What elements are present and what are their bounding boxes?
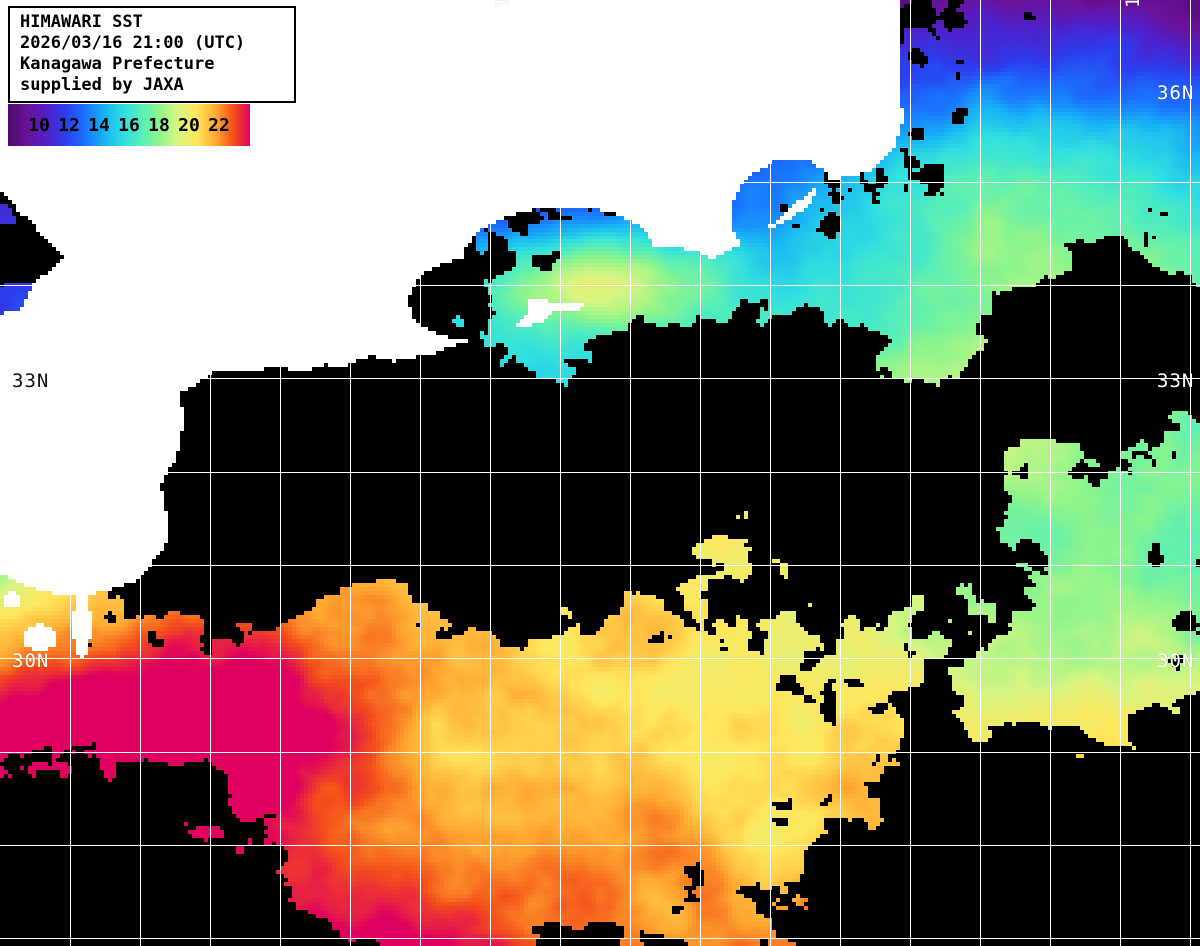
coord-label-33n: 33N [1157, 370, 1195, 392]
coord-label-30n: 30N [1157, 650, 1195, 672]
info-box: HIMAWARI SST 2026/03/16 21:00 (UTC) Kana… [8, 6, 296, 103]
coord-label-138e: 138E [492, 0, 514, 8]
product-credit: supplied by JAXA [20, 75, 184, 95]
coord-label-36n: 36N [1157, 82, 1195, 104]
colorbar-tick-16: 16 [118, 114, 140, 136]
colorbar-tick-20: 20 [178, 114, 200, 136]
colorbar-tick-10: 10 [28, 114, 50, 136]
product-region: Kanagawa Prefecture [20, 54, 215, 74]
coord-label-30n: 30N [12, 650, 50, 672]
coord-label-140e: 140E [1122, 0, 1144, 8]
colorbar: 10 12 14 16 18 20 22 [8, 104, 250, 146]
colorbar-tick-18: 18 [148, 114, 170, 136]
colorbar-tick-22: 22 [208, 114, 230, 136]
product-timestamp: 2026/03/16 21:00 (UTC) [20, 33, 246, 53]
colorbar-tick-14: 14 [88, 114, 110, 136]
colorbar-tick-12: 12 [58, 114, 80, 136]
colorbar-gradient [8, 104, 250, 146]
colorbar-tick-labels: 10 12 14 16 18 20 22 [8, 104, 250, 146]
coord-label-33n: 33N [12, 370, 50, 392]
product-title: HIMAWARI SST [20, 12, 143, 32]
